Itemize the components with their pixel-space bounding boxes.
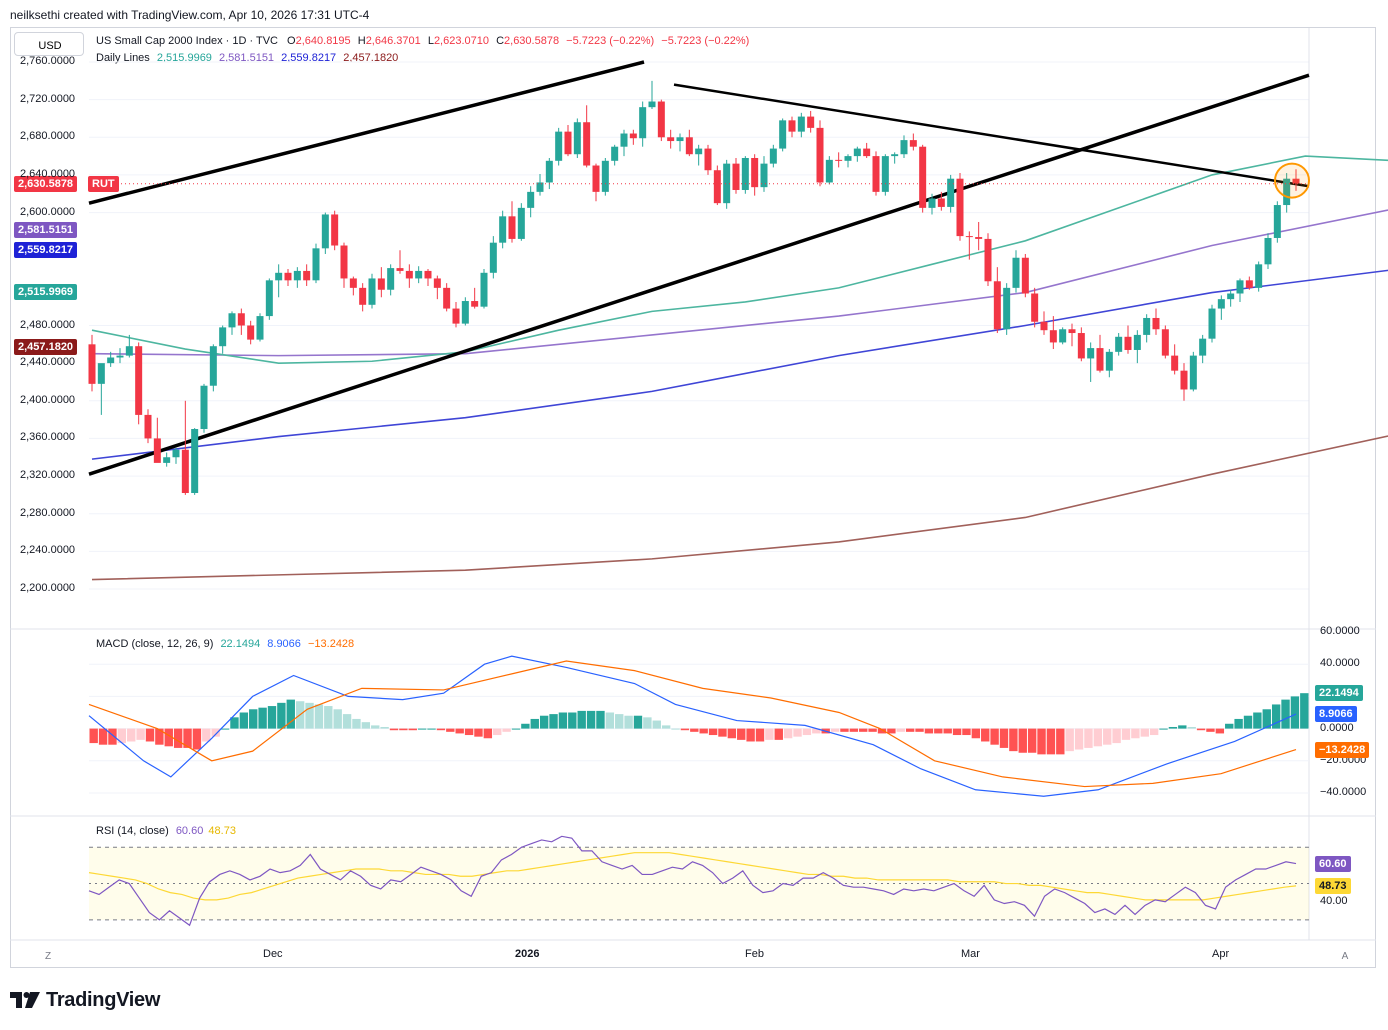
- rut-symbol-tag: RUT: [88, 175, 119, 192]
- low-value: 2,623.0710: [433, 35, 489, 47]
- macd-tick-label: 0.0000: [1320, 721, 1354, 734]
- macd-hist-tag: 22.1494: [1315, 684, 1363, 701]
- rsi-value: 60.60: [175, 825, 204, 837]
- price-tick-label: 2,480.0000: [20, 318, 76, 331]
- high-label: H: [357, 35, 366, 47]
- price-tick-label: 2,600.0000: [20, 205, 76, 218]
- rsi-ma-value: 48.73: [208, 825, 236, 837]
- time-tick-label: 2026: [515, 948, 540, 960]
- ema20-value: 2,515.9969: [156, 52, 212, 64]
- ema200-value: 2,457.1820: [343, 52, 399, 64]
- macd-signal-tag: −13.2428: [1315, 741, 1370, 758]
- time-tick-label: Apr: [1212, 948, 1230, 960]
- price-tick-label: 2,360.0000: [20, 431, 76, 444]
- low-label: L: [427, 35, 434, 47]
- rsi-ma-tag: 48.73: [1315, 877, 1351, 894]
- price-tick-label: 2,320.0000: [20, 469, 76, 482]
- price-tick-label: 2,240.0000: [20, 544, 76, 557]
- price-tick-label: 2,720.0000: [20, 92, 76, 105]
- close-value: 2,630.5878: [504, 35, 560, 47]
- price-tick-label: 2,440.0000: [20, 356, 76, 369]
- symbol-title: US Small Cap 2000 Index · 1D · TVC: [96, 35, 278, 47]
- price-tag: 2,630.5878: [14, 175, 78, 192]
- symbol-legend[interactable]: US Small Cap 2000 Index · 1D · TVC O2,64…: [96, 35, 749, 47]
- price-tag: 2,515.9969: [14, 283, 78, 300]
- price-tick-label: 2,680.0000: [20, 130, 76, 143]
- rsi-tick-label: 40.00: [1320, 894, 1348, 907]
- auto-scale-button[interactable]: A: [1341, 951, 1349, 962]
- price-tick-label: 2,640.0000: [20, 167, 76, 180]
- currency-button[interactable]: USD: [14, 32, 84, 56]
- macd-tick-label: 40.0000: [1320, 657, 1360, 670]
- price-tag: 2,559.8217: [14, 242, 78, 259]
- macd-signal-value: −13.2428: [307, 638, 355, 650]
- author-credit: neilksethi created with TradingView.com,…: [10, 8, 370, 22]
- close-label: C: [496, 35, 505, 47]
- price-tick-label: 2,280.0000: [20, 506, 76, 519]
- macd-line-tag: 8.9066: [1315, 706, 1357, 723]
- scroll-left-button[interactable]: Z: [44, 951, 52, 962]
- daily-lines-legend[interactable]: Daily Lines 2,515.9969 2,581.5151 2,559.…: [96, 52, 398, 64]
- rsi-title: RSI (14, close): [96, 825, 169, 837]
- open-value: 2,640.8195: [295, 35, 351, 47]
- high-value: 2,646.3701: [365, 35, 421, 47]
- time-tick-label: Dec: [263, 948, 283, 960]
- ema100-value: 2,559.8217: [281, 52, 337, 64]
- time-tick-label: Feb: [745, 948, 764, 960]
- rsi-value-tag: 60.60: [1315, 856, 1351, 873]
- tradingview-brand[interactable]: TradingView: [10, 988, 160, 1012]
- macd-title: MACD (close, 12, 26, 9): [96, 638, 214, 650]
- open-label: O: [287, 35, 296, 47]
- daily-lines-label: Daily Lines: [96, 52, 150, 64]
- price-tick-label: 2,200.0000: [20, 582, 76, 594]
- price-tick-label: 2,400.0000: [20, 393, 76, 406]
- change-value: −5.7223 (−0.22%): [566, 35, 655, 47]
- macd-legend[interactable]: MACD (close, 12, 26, 9) 22.1494 8.9066 −…: [96, 638, 354, 650]
- ema50-value: 2,581.5151: [219, 52, 275, 64]
- rsi-legend[interactable]: RSI (14, close) 60.60 48.73: [96, 825, 236, 837]
- macd-line-value: 8.9066: [267, 638, 301, 650]
- price-tag: 2,581.5151: [14, 221, 78, 238]
- macd-tick-label: 60.0000: [1320, 625, 1360, 637]
- change-value-2: −5.7223 (−0.22%): [661, 35, 750, 47]
- tradingview-logo-icon: [10, 992, 40, 1008]
- price-tag: 2,457.1820: [14, 338, 78, 355]
- brand-name: TradingView: [46, 988, 161, 1011]
- macd-tick-label: −40.0000: [1320, 786, 1367, 798]
- macd-hist-value: 22.1494: [220, 638, 261, 650]
- time-tick-label: Mar: [961, 948, 980, 960]
- price-tick-label: 2,760.0000: [20, 55, 76, 67]
